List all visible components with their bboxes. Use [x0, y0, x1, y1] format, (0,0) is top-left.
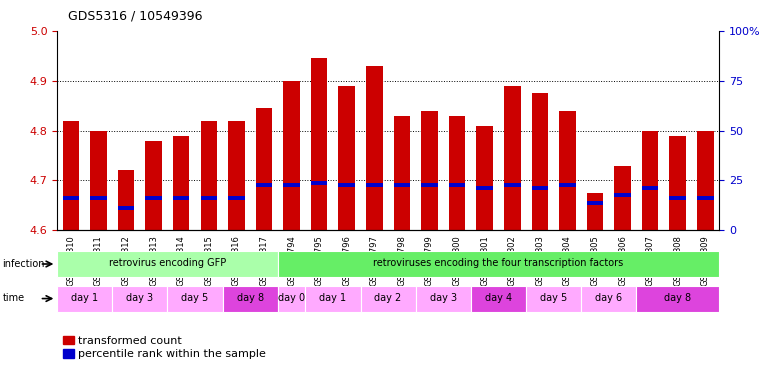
Bar	[531, 186, 548, 190]
Bar	[228, 121, 244, 230]
Bar	[697, 131, 714, 230]
Bar	[421, 111, 438, 230]
Bar	[642, 186, 658, 190]
Text: day 1: day 1	[320, 293, 346, 303]
Bar	[145, 196, 162, 200]
Bar	[636, 286, 719, 311]
Text: day 2: day 2	[374, 293, 402, 303]
Text: day 4: day 4	[485, 293, 512, 303]
Text: day 3: day 3	[126, 293, 154, 303]
Bar	[504, 86, 521, 230]
Bar	[339, 184, 355, 187]
Bar	[283, 184, 300, 187]
Bar	[614, 194, 631, 197]
Bar	[581, 286, 636, 311]
Bar	[62, 196, 79, 200]
Bar	[587, 193, 603, 230]
Bar	[361, 286, 416, 311]
Bar	[531, 93, 548, 230]
Bar	[200, 196, 217, 200]
Bar	[118, 170, 134, 230]
Bar	[256, 108, 272, 230]
Bar	[173, 196, 189, 200]
Bar	[471, 286, 526, 311]
Bar	[421, 184, 438, 187]
Bar	[366, 66, 383, 230]
Bar	[416, 286, 471, 311]
Text: day 5: day 5	[540, 293, 567, 303]
Text: infection: infection	[2, 259, 45, 269]
Bar	[476, 126, 493, 230]
Text: day 8: day 8	[664, 293, 691, 303]
Bar	[173, 136, 189, 230]
Text: day 3: day 3	[430, 293, 457, 303]
Text: retroviruses encoding the four transcription factors: retroviruses encoding the four transcrip…	[374, 258, 623, 268]
Bar	[256, 184, 272, 187]
Bar	[278, 286, 305, 311]
Bar	[504, 184, 521, 187]
Bar	[145, 141, 162, 230]
Bar	[57, 286, 113, 311]
Text: day 6: day 6	[595, 293, 622, 303]
Bar	[283, 81, 300, 230]
Bar	[393, 116, 410, 230]
Text: time: time	[2, 293, 24, 303]
Text: day 1: day 1	[71, 293, 98, 303]
Bar	[167, 286, 222, 311]
Bar	[559, 111, 575, 230]
Bar	[118, 206, 134, 210]
Bar	[222, 286, 278, 311]
Bar	[57, 251, 278, 277]
Bar	[670, 196, 686, 200]
Bar	[113, 286, 167, 311]
Text: day 0: day 0	[278, 293, 305, 303]
Bar	[278, 251, 719, 277]
Bar	[366, 184, 383, 187]
Bar	[697, 196, 714, 200]
Text: retrovirus encoding GFP: retrovirus encoding GFP	[109, 258, 226, 268]
Bar	[449, 184, 465, 187]
Bar	[90, 196, 107, 200]
Bar	[90, 131, 107, 230]
Bar	[476, 186, 493, 190]
Bar	[559, 184, 575, 187]
Bar	[339, 86, 355, 230]
Bar	[670, 136, 686, 230]
Text: day 8: day 8	[237, 293, 264, 303]
Bar	[526, 286, 581, 311]
Bar	[449, 116, 465, 230]
Bar	[587, 201, 603, 205]
Bar	[310, 58, 327, 230]
Bar	[62, 121, 79, 230]
Bar	[228, 196, 244, 200]
Bar	[393, 184, 410, 187]
Bar	[305, 286, 361, 311]
Text: GDS5316 / 10549396: GDS5316 / 10549396	[68, 10, 203, 23]
Bar	[614, 166, 631, 230]
Legend: transformed count, percentile rank within the sample: transformed count, percentile rank withi…	[62, 336, 266, 359]
Text: day 5: day 5	[181, 293, 209, 303]
Bar	[642, 131, 658, 230]
Bar	[200, 121, 217, 230]
Bar	[310, 181, 327, 185]
